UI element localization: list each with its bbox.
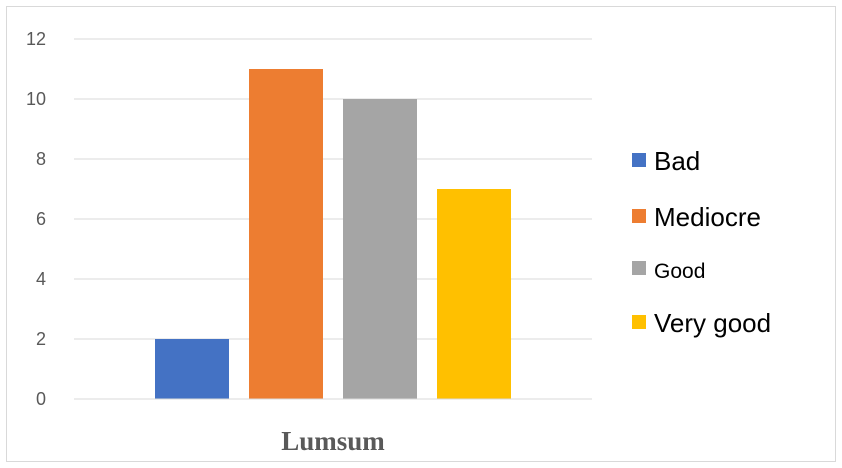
legend-swatch-very-good — [632, 315, 646, 329]
y-tick-label: 12 — [26, 29, 46, 49]
bar-good — [343, 99, 417, 399]
legend-label: Bad — [654, 146, 700, 176]
category-labels: Lumsum — [281, 426, 385, 456]
y-axis-tick-labels: 0 2 4 6 8 10 12 — [26, 29, 46, 409]
bar-chart: 0 2 4 6 8 10 12 Lumsum Bad Mediocre Good Very goo… — [6, 6, 836, 462]
y-tick-label: 2 — [36, 329, 46, 349]
legend: Bad Mediocre Good Very good — [632, 146, 771, 338]
legend-swatch-good — [632, 261, 646, 275]
category-label: Lumsum — [281, 426, 385, 456]
bar-bad — [155, 339, 229, 399]
legend-label: Very good — [654, 308, 771, 338]
legend-label: Good — [654, 260, 705, 283]
chart-border — [6, 6, 836, 462]
y-tick-label: 6 — [36, 209, 46, 229]
y-tick-label: 10 — [26, 89, 46, 109]
bar-mediocre — [249, 69, 323, 399]
y-tick-label: 8 — [36, 149, 46, 169]
legend-swatch-mediocre — [632, 209, 646, 223]
bars — [155, 69, 511, 399]
y-tick-label: 4 — [36, 269, 46, 289]
chart-frame: 0 2 4 6 8 10 12 Lumsum Bad Mediocre Good Very goo… — [6, 6, 836, 462]
legend-label: Mediocre — [654, 202, 761, 232]
bar-very-good — [437, 189, 511, 399]
legend-swatch-bad — [632, 153, 646, 167]
y-tick-label: 0 — [36, 389, 46, 409]
